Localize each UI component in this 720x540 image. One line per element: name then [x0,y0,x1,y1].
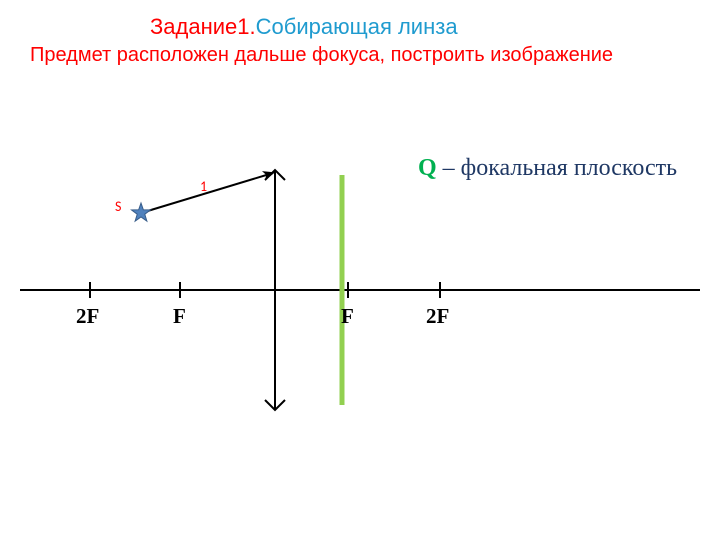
diagram-canvas: Задание1.Собирающая линза Предмет распол… [0,0,720,540]
source-star [131,203,150,221]
focal-plane-label: Q – фокальная плоскость [418,155,677,182]
label-2F-left: 2F [76,304,99,329]
label-1: 1 [200,178,207,195]
label-2F-right: 2F [426,304,449,329]
label-S: S [115,198,121,215]
label-F-right: F [341,304,354,329]
optics-diagram [0,0,720,540]
label-F-left: F [173,304,186,329]
q-letter: Q [418,155,437,181]
q-rest: фокальная плоскость [461,155,677,181]
q-dash: – [437,155,461,181]
